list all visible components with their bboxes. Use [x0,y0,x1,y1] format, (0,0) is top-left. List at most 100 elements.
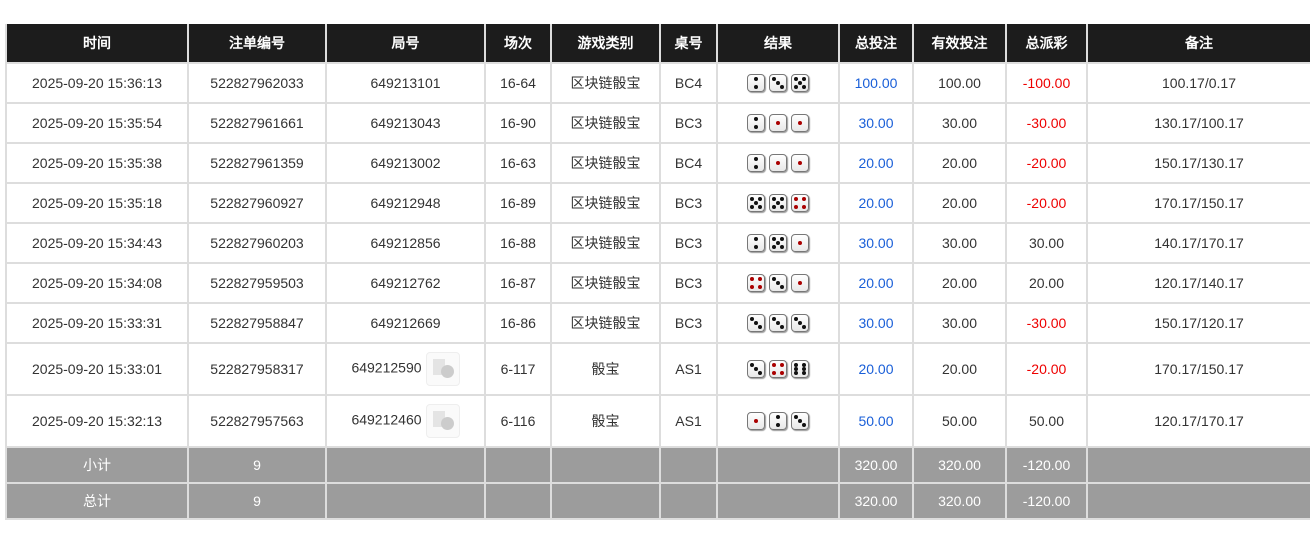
header-valid-bet: 有效投注 [912,24,1007,64]
round-number: 649212856 [370,235,441,251]
bet-no-cell: 522827961359 [187,142,327,184]
subtotal-row: 小计 9 320.00 320.00 -120.00 [5,446,1310,484]
video-replay-icon[interactable] [425,352,460,386]
result-cell [716,222,840,264]
dice-5-icon [791,74,809,93]
subtotal-valid: 320.00 [912,446,1007,484]
valid-bet-cell: 30.00 [912,302,1007,344]
dice-1-icon [747,412,765,431]
total-bet-cell: 100.00 [838,62,914,104]
session-cell: 16-63 [484,142,552,184]
dice-3-icon [747,360,765,379]
empty-cell [659,446,718,484]
dice-2-icon [747,74,765,93]
header-bet-no: 注单编号 [187,24,327,64]
payout-cell: 30.00 [1005,222,1088,264]
empty-cell [325,446,486,484]
game-type-cell: 区块链骰宝 [550,262,661,304]
game-type-cell: 区块链骰宝 [550,102,661,144]
round-cell: 649213043 [325,102,486,144]
result-cell [716,142,840,184]
dice-1-icon [791,234,809,253]
note-cell: 120.17/140.17 [1086,262,1310,304]
round-cell: 649212948 [325,182,486,224]
empty-cell [716,446,840,484]
bet-no-cell: 522827960203 [187,222,327,264]
total-valid: 320.00 [912,482,1007,520]
subtotal-payout: -120.00 [1005,446,1088,484]
valid-bet-cell: 50.00 [912,394,1007,448]
time-cell: 2025-09-20 15:35:54 [5,102,189,144]
header-total-bet: 总投注 [838,24,914,64]
round-number: 649213002 [370,155,441,171]
payout-cell: -20.00 [1005,342,1088,396]
session-cell: 16-88 [484,222,552,264]
total-bet-cell: 20.00 [838,342,914,396]
dice-1-icon [791,274,809,293]
bet-no-cell: 522827959503 [187,262,327,304]
time-cell: 2025-09-20 15:35:18 [5,182,189,224]
header-session: 场次 [484,24,552,64]
table-cell: AS1 [659,342,718,396]
bet-no-cell: 522827961661 [187,102,327,144]
dice-1-icon [791,114,809,133]
subtotal-bet: 320.00 [838,446,914,484]
session-cell: 16-64 [484,62,552,104]
result-cell [716,302,840,344]
note-cell: 170.17/150.17 [1086,182,1310,224]
time-cell: 2025-09-20 15:33:31 [5,302,189,344]
total-row: 总计 9 320.00 320.00 -120.00 [5,482,1310,520]
dice-3-icon [791,412,809,431]
payout-cell: 20.00 [1005,262,1088,304]
dice-3-icon [769,274,787,293]
round-cell: 649212590 [325,342,486,396]
round-cell: 649212460 [325,394,486,448]
table-row: 2025-09-20 15:36:13 522827962033 649213101… [5,62,1310,104]
dice-5-icon [769,194,787,213]
video-replay-icon[interactable] [425,404,460,438]
dice-1-icon [791,154,809,173]
subtotal-label: 小计 [5,446,189,484]
dice-3-icon [769,74,787,93]
bet-no-cell: 522827958847 [187,302,327,344]
empty-cell [550,482,661,520]
subtotal-count: 9 [187,446,327,484]
header-note: 备注 [1086,24,1310,64]
valid-bet-cell: 30.00 [912,102,1007,144]
empty-cell [550,446,661,484]
game-type-cell: 骰宝 [550,394,661,448]
result-cell [716,182,840,224]
empty-cell [484,482,552,520]
time-cell: 2025-09-20 15:34:43 [5,222,189,264]
game-type-cell: 区块链骰宝 [550,142,661,184]
total-bet-cell: 30.00 [838,302,914,344]
payout-cell: -30.00 [1005,302,1088,344]
payout-cell: -20.00 [1005,182,1088,224]
valid-bet-cell: 20.00 [912,182,1007,224]
table-row: 2025-09-20 15:34:43 522827960203 649212856… [5,222,1310,264]
result-cell [716,262,840,304]
table-cell: BC3 [659,102,718,144]
round-number: 649213043 [370,115,441,131]
valid-bet-cell: 100.00 [912,62,1007,104]
valid-bet-cell: 20.00 [912,342,1007,396]
payout-cell: -100.00 [1005,62,1088,104]
dice-4-icon [747,274,765,293]
bet-no-cell: 522827960927 [187,182,327,224]
table-row: 2025-09-20 15:33:31 522827958847 649212669… [5,302,1310,344]
dice-2-icon [747,114,765,133]
result-cell [716,342,840,396]
table-row: 2025-09-20 15:32:13 522827957563 649212460… [5,394,1310,448]
table-row: 2025-09-20 15:35:54 522827961661 649213043… [5,102,1310,144]
round-number: 649212762 [370,275,441,291]
dice-3-icon [747,314,765,333]
bet-no-cell: 522827958317 [187,342,327,396]
dice-1-icon [769,154,787,173]
valid-bet-cell: 30.00 [912,222,1007,264]
result-cell [716,62,840,104]
time-cell: 2025-09-20 15:34:08 [5,262,189,304]
header-table-no: 桌号 [659,24,718,64]
header-round: 局号 [325,24,486,64]
game-type-cell: 区块链骰宝 [550,182,661,224]
bet-history-table: 时间 注单编号 局号 场次 游戏类别 桌号 结果 总投注 有效投注 总派彩 备注 2025-09-2… [5,24,1310,520]
